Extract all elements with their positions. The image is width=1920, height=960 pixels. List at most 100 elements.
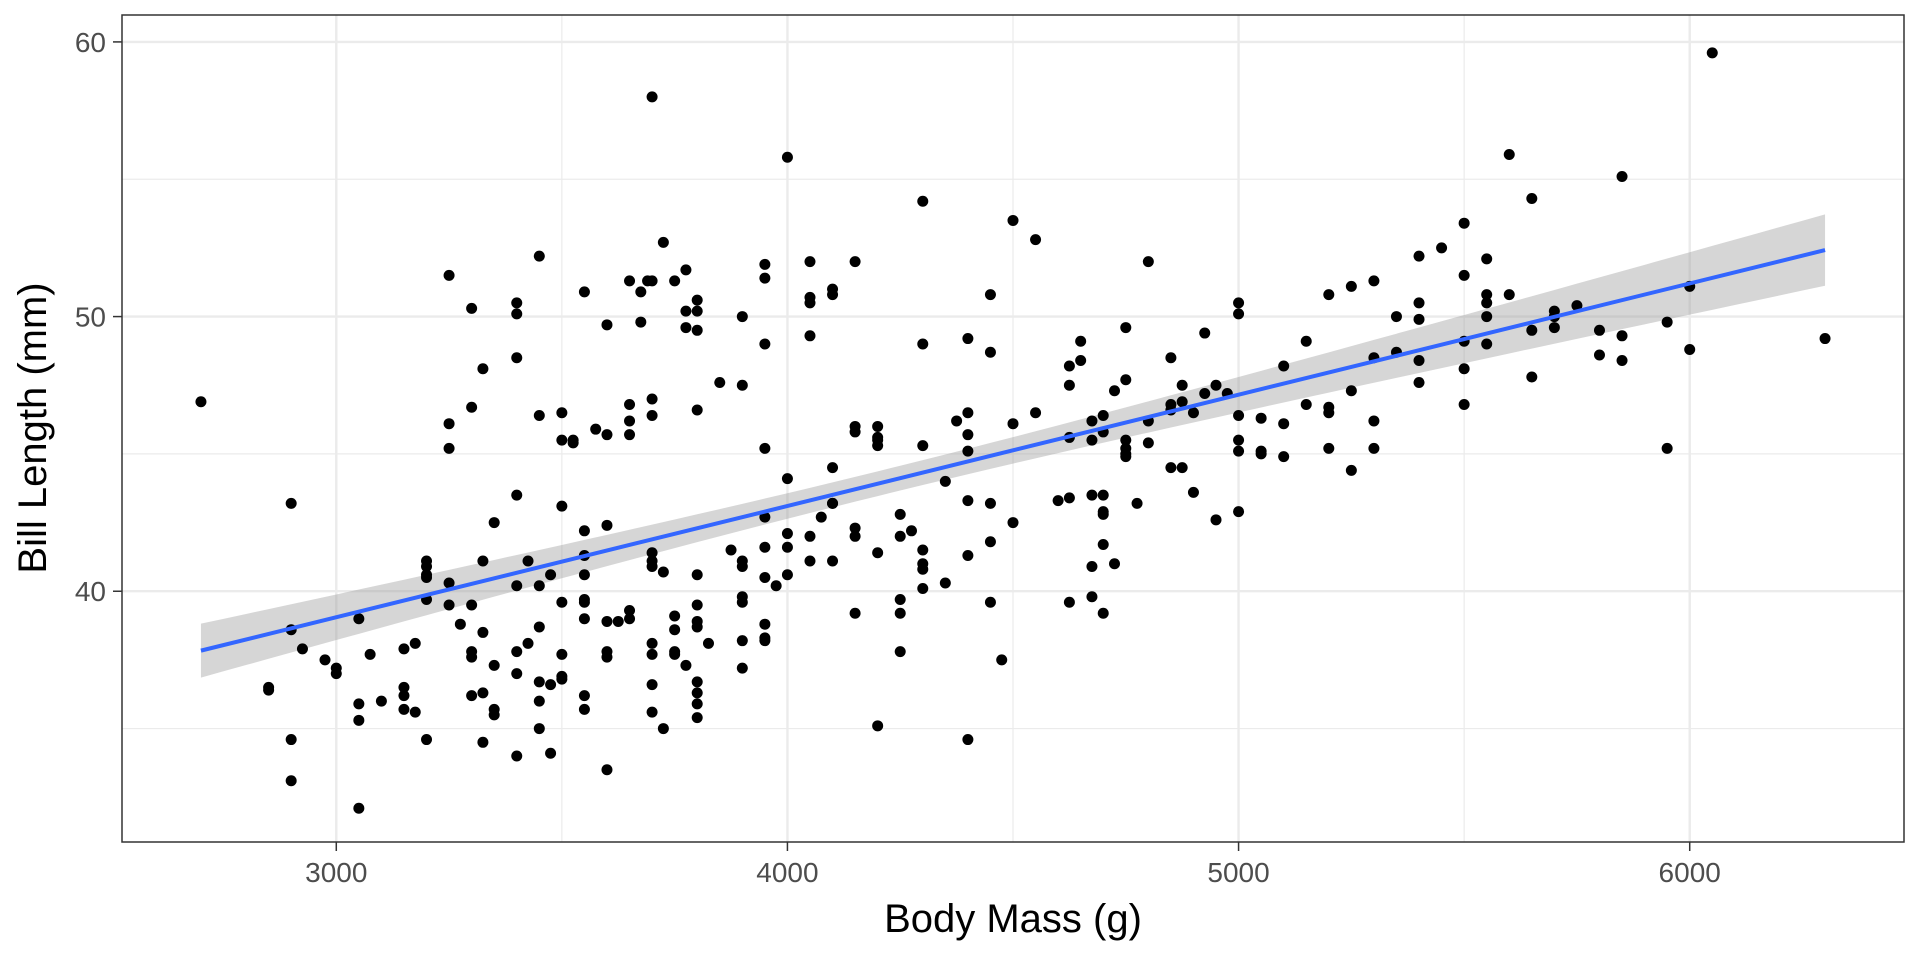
data-point xyxy=(1661,316,1673,328)
data-point xyxy=(1233,506,1245,518)
confidence-band xyxy=(200,214,1826,678)
data-point xyxy=(1593,324,1605,336)
data-point xyxy=(511,646,523,658)
data-point xyxy=(1120,451,1132,463)
data-point xyxy=(533,250,545,262)
data-point xyxy=(1684,344,1696,356)
data-point xyxy=(984,536,996,548)
data-point xyxy=(849,530,861,542)
data-point xyxy=(939,577,951,589)
data-point xyxy=(1063,360,1075,372)
data-point xyxy=(1413,250,1425,262)
data-point xyxy=(466,401,478,413)
data-point xyxy=(601,519,613,531)
data-point xyxy=(1086,489,1098,501)
data-point xyxy=(827,289,839,301)
data-point xyxy=(759,635,771,647)
data-point xyxy=(421,561,433,573)
data-point xyxy=(1345,464,1357,476)
data-point xyxy=(1199,387,1211,399)
data-point xyxy=(1458,217,1470,229)
data-point xyxy=(1413,297,1425,309)
data-point xyxy=(736,561,748,573)
x-tick-label: 5000 xyxy=(1207,857,1269,888)
data-point xyxy=(894,646,906,658)
data-point xyxy=(353,613,365,625)
data-point xyxy=(1503,149,1515,161)
data-point xyxy=(635,316,647,328)
data-point xyxy=(872,720,884,732)
confidence-band-group xyxy=(200,214,1826,678)
data-point xyxy=(511,489,523,501)
data-point xyxy=(1481,338,1493,350)
data-point xyxy=(567,437,579,449)
data-point xyxy=(601,764,613,776)
data-point xyxy=(1819,333,1831,345)
data-point xyxy=(578,569,590,581)
data-point xyxy=(1458,363,1470,375)
data-point xyxy=(1368,275,1380,287)
regression-line xyxy=(200,248,1826,653)
panel-border xyxy=(121,14,1905,843)
data-point xyxy=(849,256,861,268)
data-point xyxy=(195,396,207,408)
data-point xyxy=(330,668,342,680)
data-point xyxy=(1097,409,1109,421)
data-point xyxy=(962,734,974,746)
data-point xyxy=(533,409,545,421)
data-point xyxy=(770,580,782,592)
data-point xyxy=(1368,415,1380,427)
data-point xyxy=(1086,415,1098,427)
data-point xyxy=(781,528,793,540)
data-point xyxy=(646,648,658,660)
data-point xyxy=(263,684,275,696)
data-point xyxy=(872,547,884,559)
data-point xyxy=(398,703,410,715)
data-point xyxy=(736,662,748,674)
data-point xyxy=(646,409,658,421)
data-point xyxy=(285,734,297,746)
data-point xyxy=(849,522,861,534)
data-point xyxy=(1368,442,1380,454)
data-point xyxy=(827,462,839,474)
data-point xyxy=(804,256,816,268)
data-point xyxy=(1616,170,1628,182)
data-point xyxy=(533,580,545,592)
data-point xyxy=(364,648,376,660)
data-point xyxy=(466,651,478,663)
data-point xyxy=(669,624,681,636)
data-point xyxy=(905,525,917,537)
data-point xyxy=(680,322,692,334)
data-point xyxy=(1199,327,1211,339)
data-point xyxy=(917,544,929,556)
data-point xyxy=(1526,371,1538,383)
data-point xyxy=(511,308,523,320)
x-axis-title: Body Mass (g) xyxy=(884,897,1142,941)
regression-line-group xyxy=(200,248,1826,653)
data-point xyxy=(285,775,297,787)
data-point xyxy=(1007,418,1019,430)
data-point xyxy=(1345,280,1357,292)
data-point xyxy=(1458,398,1470,410)
data-point xyxy=(533,723,545,735)
data-point xyxy=(1007,517,1019,529)
data-point xyxy=(511,352,523,364)
data-point xyxy=(421,734,433,746)
data-point xyxy=(1706,47,1718,59)
data-point xyxy=(522,555,534,567)
data-point xyxy=(646,561,658,573)
data-point xyxy=(759,442,771,454)
data-point xyxy=(894,508,906,520)
data-point xyxy=(1300,335,1312,347)
data-point xyxy=(1210,514,1222,526)
data-point xyxy=(657,723,669,735)
data-point xyxy=(533,695,545,707)
data-point xyxy=(556,500,568,512)
data-point xyxy=(646,637,658,649)
data-point xyxy=(815,511,827,523)
data-point xyxy=(578,690,590,702)
data-point xyxy=(556,673,568,685)
data-point xyxy=(545,679,557,691)
data-point xyxy=(657,236,669,248)
data-point xyxy=(646,679,658,691)
